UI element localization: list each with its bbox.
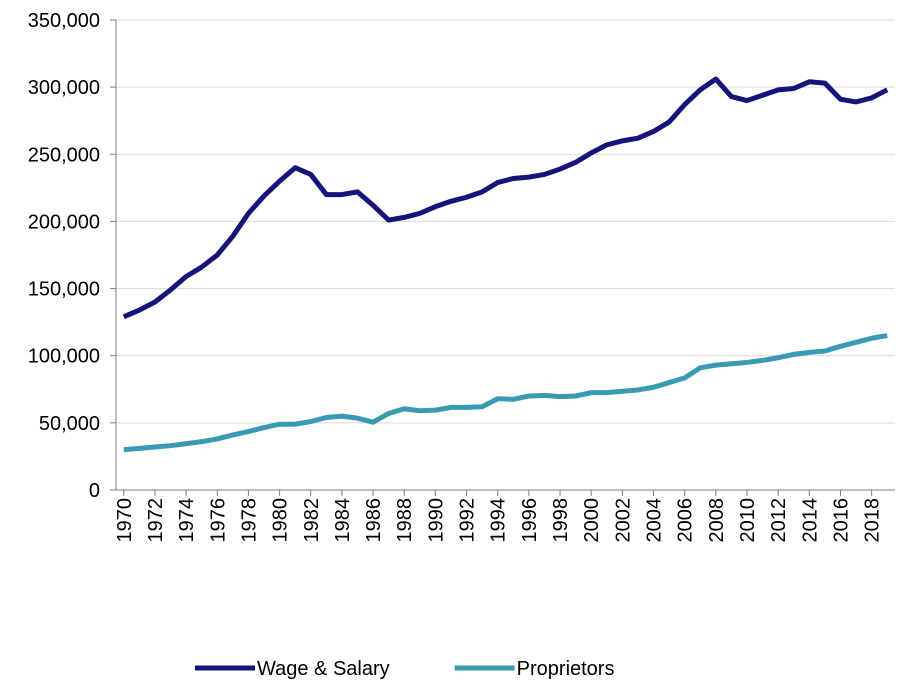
- x-tick-label: 1976: [207, 498, 229, 543]
- series-line: [122, 76, 889, 320]
- x-tick-label: 1978: [238, 498, 260, 543]
- x-tick-label: 1986: [363, 498, 385, 543]
- y-tick-label: 200,000: [28, 211, 100, 233]
- series-line: [123, 333, 888, 453]
- y-tick-label: 50,000: [39, 413, 100, 435]
- x-tick-label: 1982: [301, 498, 323, 543]
- x-tick-label: 2014: [799, 498, 821, 543]
- x-tick-label: 2004: [644, 498, 666, 543]
- x-tick-label: 1996: [519, 498, 541, 543]
- x-tick-label: 1970: [114, 498, 136, 543]
- y-tick-label: 250,000: [28, 144, 100, 166]
- x-tick-label: 2006: [675, 498, 697, 543]
- x-tick-label: 1994: [488, 498, 510, 543]
- x-tick-label: 1980: [270, 498, 292, 543]
- x-tick-label: 2010: [737, 498, 759, 543]
- x-tick-label: 1972: [145, 498, 167, 543]
- x-tick-label: 1992: [457, 498, 479, 543]
- x-tick-label: 1988: [394, 498, 416, 543]
- x-tick-label: 2016: [830, 498, 852, 543]
- x-tick-label: 1974: [176, 498, 198, 543]
- y-tick-label: 0: [89, 480, 100, 502]
- x-tick-label: 1990: [425, 498, 447, 543]
- y-tick-label: 150,000: [28, 279, 100, 301]
- legend-label: Proprietors: [517, 658, 615, 680]
- x-tick-label: 1984: [332, 498, 354, 543]
- x-tick-label: 2012: [768, 498, 790, 543]
- legend-label: Wage & Salary: [257, 658, 390, 680]
- x-tick-label: 1998: [550, 498, 572, 543]
- y-tick-label: 100,000: [28, 346, 100, 368]
- y-tick-label: 300,000: [28, 77, 100, 99]
- x-tick-label: 2002: [612, 498, 634, 543]
- x-tick-label: 2008: [706, 498, 728, 543]
- x-tick-label: 2000: [581, 498, 603, 543]
- y-tick-label: 350,000: [28, 10, 100, 32]
- x-tick-label: 2018: [862, 498, 884, 543]
